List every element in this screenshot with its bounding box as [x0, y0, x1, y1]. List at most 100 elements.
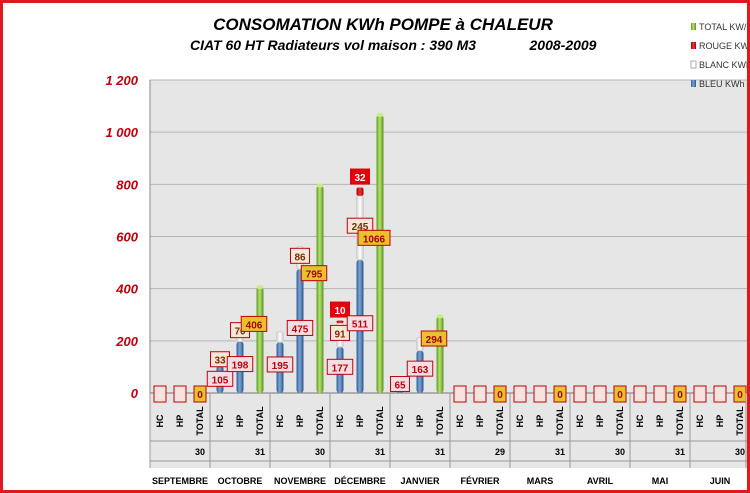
data-label-blanc-box: [290, 247, 310, 264]
data-label-total-box: [193, 385, 207, 403]
data-label-total-box: [420, 330, 448, 347]
days-label: 31: [255, 447, 265, 457]
y-tick-label: 800: [116, 177, 138, 192]
y-tick-label: 200: [115, 334, 138, 349]
data-label-total: 0: [617, 390, 623, 401]
data-label-bleu: 177: [332, 363, 349, 374]
x-category-label: HP: [475, 415, 485, 428]
x-category-label: TOTAL: [675, 406, 685, 436]
data-label-total: 0: [557, 390, 563, 401]
data-label-total-box: [240, 315, 268, 332]
days-label: 30: [195, 447, 205, 457]
data-label-bleu-box: [346, 315, 374, 332]
data-label-total-box: [673, 385, 687, 403]
x-category-label: HP: [415, 415, 425, 428]
legend-swatch: [690, 60, 697, 69]
month-label: NOVEMBRE: [274, 476, 326, 486]
data-label-total: 795: [306, 270, 323, 281]
data-label-rouge-box: [330, 301, 350, 318]
data-label-total: 0: [677, 390, 683, 401]
x-category-label: HC: [335, 414, 345, 427]
data-label-bleu: 511: [352, 320, 369, 331]
month-label: MARS: [527, 476, 554, 486]
x-category-label: HP: [175, 415, 185, 428]
month-label: JANVIER: [400, 476, 440, 486]
data-label-blanc: 91: [334, 329, 346, 340]
data-label-bleu-box: [390, 376, 410, 393]
month-label: OCTOBRE: [218, 476, 263, 486]
data-label-total-box: [553, 385, 567, 403]
data-label-bleu-box: [326, 358, 354, 375]
data-label-blanc-box: [330, 324, 350, 341]
month-label: MAI: [652, 476, 669, 486]
chart-season: 2008-2009: [529, 37, 597, 53]
bar-total: [316, 185, 324, 393]
data-label-rouge-box: [350, 168, 370, 185]
bar-blanc: [276, 331, 284, 343]
data-label-blanc: 245: [352, 222, 369, 233]
empty-marker: [153, 385, 167, 403]
data-label-bleu-box: [226, 356, 254, 373]
days-label: 29: [495, 447, 505, 457]
data-label-rouge: 10: [334, 306, 346, 317]
month-label: AVRIL: [587, 476, 614, 486]
plot-area: 0 200 400 600 800 1 000 1 200 HC HP TOTAL 0 30 SEPTE…: [105, 73, 747, 486]
x-category-label: TOTAL: [555, 406, 565, 436]
data-label-blanc: 33: [214, 356, 226, 367]
empty-marker: [693, 385, 707, 403]
x-category-label: HC: [155, 414, 165, 427]
days-label: 31: [675, 447, 685, 457]
y-tick-label: 1 200: [105, 73, 138, 88]
x-category-label: TOTAL: [255, 406, 265, 436]
days-label: 30: [735, 447, 745, 457]
x-category-label: HP: [715, 415, 725, 428]
empty-marker: [173, 385, 187, 403]
days-label: 31: [555, 447, 565, 457]
legend-label: BLEU KWh: [699, 79, 745, 89]
month-label: DÉCEMBRE: [334, 476, 386, 486]
data-label-total: 0: [497, 390, 503, 401]
x-category-label: HP: [595, 415, 605, 428]
empty-marker: [653, 385, 667, 403]
y-tick-label: 400: [115, 282, 138, 297]
x-category-label: TOTAL: [735, 406, 745, 436]
data-label-total-box: [613, 385, 627, 403]
empty-marker: [633, 385, 647, 403]
data-label-bleu: 65: [394, 381, 406, 392]
data-label-total: 0: [197, 390, 203, 401]
empty-marker: [473, 385, 487, 403]
x-category-label: TOTAL: [315, 406, 325, 436]
x-category-label: HC: [395, 414, 405, 427]
data-label-total-box: [493, 385, 507, 403]
days-label: 31: [435, 447, 445, 457]
empty-marker: [533, 385, 547, 403]
chart-subtitle: CIAT 60 HT Radiateurs vol maison : 390 M…: [190, 37, 476, 53]
data-label-bleu: 195: [272, 361, 289, 372]
data-label-total-box: [357, 229, 391, 246]
bar-total-cap: [376, 112, 384, 117]
bar-rouge: [336, 320, 344, 324]
legend-swatch: [691, 80, 696, 87]
y-tick-label: 1 000: [105, 125, 138, 140]
data-label-total: 406: [246, 320, 263, 331]
chart-title: CONSOMATION KWh POMPE à CHALEUR: [213, 15, 553, 34]
empty-marker: [593, 385, 607, 403]
empty-marker: [713, 385, 727, 403]
chart-canvas: CONSOMATION KWh POMPE à CHALEUR CIAT 60 …: [105, 15, 747, 486]
data-label-blanc: 70: [234, 327, 246, 338]
data-label-total-box: [300, 265, 328, 282]
month-label: SEPTEMBRE: [152, 476, 208, 486]
x-category-label: HP: [535, 415, 545, 428]
x-category-label: TOTAL: [375, 406, 385, 436]
x-category-label: HC: [695, 414, 705, 427]
x-category-label: HP: [355, 415, 365, 428]
data-label-bleu: 198: [232, 361, 249, 372]
data-label-bleu-box: [266, 356, 294, 373]
legend: TOTAL KW/h ROUGE KWh BLANC KWh BLEU KWh: [690, 22, 747, 89]
bar-total: [436, 316, 444, 393]
empty-marker: [513, 385, 527, 403]
x-category-label: HC: [515, 414, 525, 427]
x-axis-panel: [150, 393, 747, 468]
x-category-label: HC: [215, 414, 225, 427]
